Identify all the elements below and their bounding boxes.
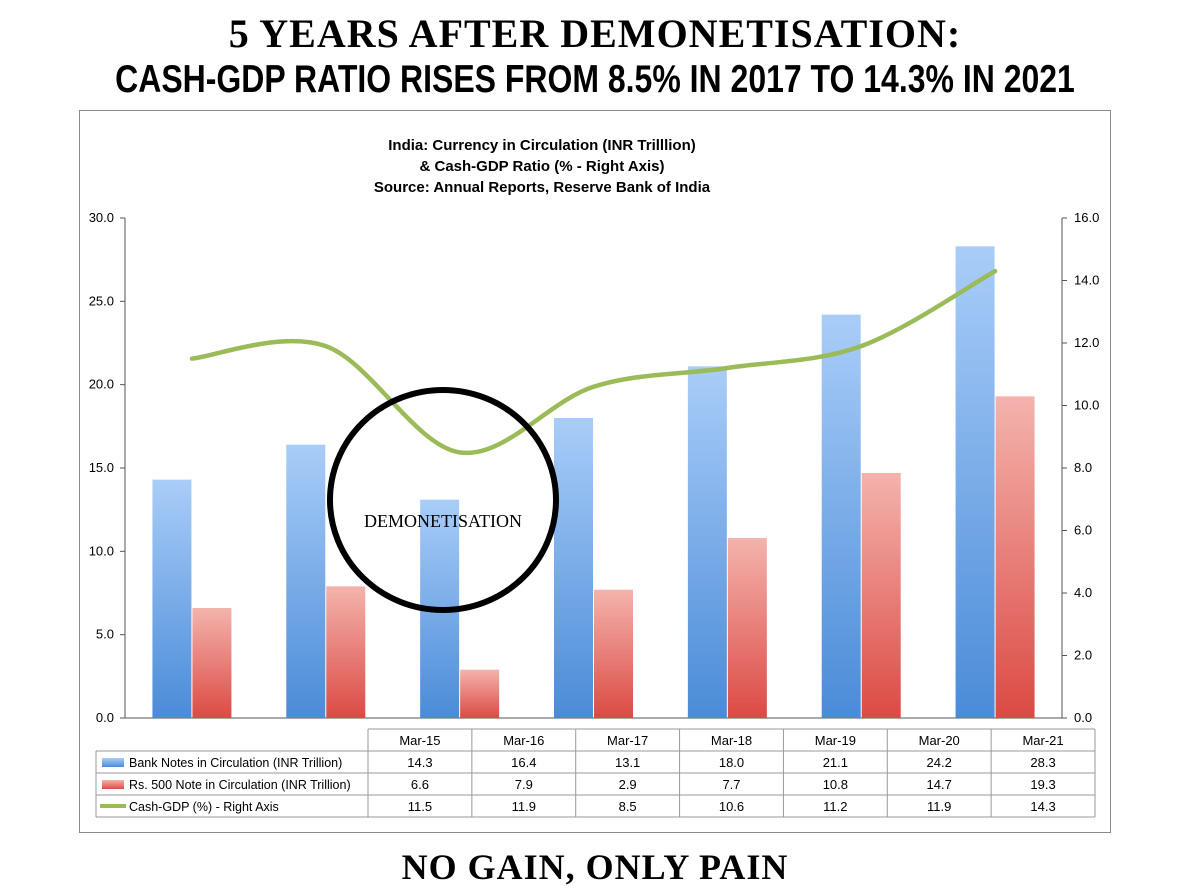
table-series-label: Bank Notes in Circulation (INR Trillion): [129, 756, 342, 770]
rs500-notes-bar: [460, 669, 500, 718]
table-value-cell: 14.3: [1030, 799, 1055, 814]
table-header-cell: Mar-17: [607, 733, 648, 748]
table-header-cell: Mar-18: [711, 733, 752, 748]
table-value-cell: 16.4: [511, 755, 536, 770]
right-axis-tick-label: 2.0: [1074, 648, 1092, 663]
chart-title-line-2: & Cash-GDP Ratio (% - Right Axis): [419, 158, 664, 175]
chart-title-line-3: Source: Annual Reports, Reserve Bank of …: [374, 179, 711, 196]
table-value-cell: 2.9: [619, 777, 637, 792]
rs500-notes-bar: [727, 538, 767, 718]
table-value-cell: 14.7: [927, 777, 952, 792]
table-value-cell: 7.9: [515, 777, 533, 792]
table-value-cell: 28.3: [1030, 755, 1055, 770]
table-value-cell: 10.8: [823, 777, 848, 792]
left-axis-tick-label: 20.0: [89, 377, 114, 392]
right-axis-tick-label: 6.0: [1074, 523, 1092, 538]
table-value-cell: 19.3: [1030, 777, 1055, 792]
bank-notes-bar: [955, 246, 995, 719]
bank-notes-bar: [152, 479, 192, 718]
table-value-cell: 13.1: [615, 755, 640, 770]
left-axis-tick-label: 0.0: [96, 710, 114, 725]
right-axis-tick-label: 8.0: [1074, 460, 1092, 475]
headline-line-1: 5 YEARS AFTER DEMONETISATION:: [228, 11, 962, 56]
table-header-cell: Mar-16: [503, 733, 544, 748]
left-axis-tick-label: 5.0: [96, 627, 114, 642]
rs500-notes-bar: [192, 608, 232, 718]
table-header-cell: Mar-19: [815, 733, 856, 748]
left-axis-tick-label: 25.0: [89, 293, 114, 308]
left-axis-tick-label: 15.0: [89, 460, 114, 475]
table-value-cell: 10.6: [719, 799, 744, 814]
legend-swatch-bank-notes: [102, 758, 124, 767]
right-axis-tick-label: 0.0: [1074, 710, 1092, 725]
cash-gdp-line: [189, 268, 998, 456]
bank-notes-bar: [821, 314, 861, 718]
table-value-cell: 11.2: [823, 799, 847, 814]
table-value-cell: 14.3: [407, 755, 432, 770]
demonetisation-label: DEMONETISATION: [364, 511, 522, 531]
legend-swatch-rs500: [102, 780, 124, 789]
table-value-cell: 24.2: [927, 755, 952, 770]
footer-caption: NO GAIN, ONLY PAIN: [401, 847, 789, 887]
headline-line-2: CASH-GDP RATIO RISES FROM 8.5% IN 2017 T…: [115, 58, 1075, 101]
bank-notes-bar: [286, 444, 326, 718]
rs500-notes-bar: [326, 586, 366, 718]
table-value-cell: 18.0: [719, 755, 744, 770]
bank-notes-bar: [687, 366, 727, 718]
table-value-cell: 11.9: [927, 799, 951, 814]
rs500-notes-bar: [995, 396, 1035, 718]
bank-notes-bar: [554, 418, 593, 718]
table-value-cell: 11.9: [512, 799, 536, 814]
right-axis-tick-label: 10.0: [1074, 398, 1099, 413]
right-axis-tick-label: 16.0: [1074, 210, 1099, 225]
table-series-label: Cash-GDP (%) - Right Axis: [129, 800, 279, 814]
table-header-cell: Mar-21: [1022, 733, 1063, 748]
right-axis-tick-label: 12.0: [1074, 335, 1099, 350]
table-value-cell: 7.7: [722, 777, 740, 792]
left-axis-tick-label: 30.0: [89, 210, 114, 225]
right-axis-tick-label: 14.0: [1074, 273, 1099, 288]
right-axis-tick-label: 4.0: [1074, 585, 1092, 600]
chart-frame: [79, 110, 1111, 833]
table-value-cell: 8.5: [619, 799, 637, 814]
table-header-cell: Mar-20: [919, 733, 960, 748]
table-value-cell: 6.6: [411, 777, 429, 792]
table-series-label: Rs. 500 Note in Circulation (INR Trillio…: [129, 778, 351, 792]
demonetisation-circle: [327, 387, 559, 613]
table-value-cell: 11.5: [408, 799, 432, 814]
table-value-cell: 21.1: [823, 755, 848, 770]
rs500-notes-bar: [594, 589, 633, 718]
table-header-cell: Mar-15: [399, 733, 440, 748]
chart-title-line-1: India: Currency in Circulation (INR Tril…: [388, 137, 696, 154]
rs500-notes-bar: [861, 473, 901, 718]
left-axis-tick-label: 10.0: [89, 543, 114, 558]
